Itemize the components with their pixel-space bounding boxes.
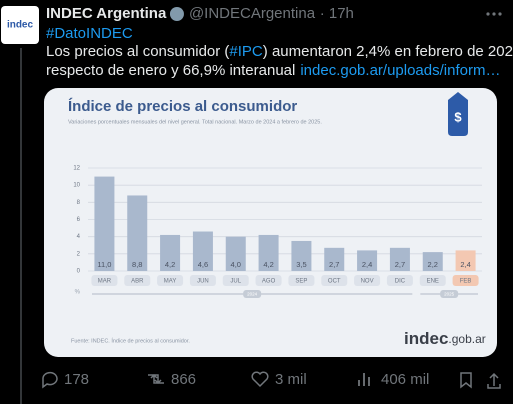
card[interactable] (44, 88, 497, 357)
bar (389, 247, 410, 271)
x-tick-label: FEB (460, 279, 472, 285)
bar (324, 247, 345, 271)
value-label: 4,0 (231, 260, 241, 269)
y-tick-label: 2 (77, 251, 81, 257)
verified-badge (169, 7, 184, 21)
bar (422, 252, 443, 271)
bar (192, 231, 213, 271)
avatar[interactable] (1, 6, 39, 44)
value-label: 2,7 (329, 260, 339, 269)
text: Los precios al consumidor ( (46, 43, 229, 60)
bar (127, 195, 148, 271)
year-label: 2024 (247, 292, 258, 297)
category-pill (124, 275, 151, 286)
y-tick-label: 8 (77, 200, 81, 206)
x-tick-label: MAR (98, 279, 112, 285)
timestamp[interactable]: · 17h (320, 5, 354, 22)
like-icon[interactable] (251, 371, 269, 388)
bar (455, 250, 476, 271)
bar (160, 234, 181, 271)
tweet-text: respecto de enero y 66,9% interanual inde… (46, 62, 500, 79)
text: respecto de enero y 66,9% interanual (46, 62, 295, 79)
category-pill (157, 275, 184, 286)
value-label: 8,8 (132, 260, 142, 269)
reply-icon[interactable] (42, 371, 58, 389)
x-tick-label: AGO (262, 279, 276, 285)
bar (357, 250, 378, 271)
x-tick-label: JUL (230, 279, 241, 285)
value-label: 3,5 (296, 260, 306, 269)
x-tick-label: DIC (395, 279, 406, 285)
value-label: 4,6 (198, 260, 208, 269)
category-pill (255, 275, 282, 286)
replies-count[interactable]: 178 (64, 371, 89, 388)
category-pill (222, 275, 249, 286)
hashtag[interactable]: #DatoINDEC (46, 25, 133, 42)
hashtag[interactable]: #IPC (229, 43, 263, 60)
year-pill (440, 290, 459, 298)
x-tick-label: MAY (164, 279, 177, 285)
link[interactable]: indec.gob.ar/uploads/inform… (300, 62, 500, 79)
more-icon[interactable] (486, 12, 502, 16)
y-tick-label: 10 (73, 183, 80, 189)
repost-icon[interactable] (148, 373, 164, 385)
author-name[interactable]: INDEC Argentina (46, 5, 167, 22)
text: ) aumentaron 2,4% en febrero de 2025 (263, 43, 513, 60)
y-tick-label: 0 (77, 269, 81, 275)
x-tick-label: OCT (328, 279, 341, 285)
logo-rest: .gob.ar (448, 332, 485, 346)
views-icon[interactable] (358, 373, 370, 386)
x-tick-label: ENE (427, 279, 439, 285)
chart-title: Índice de precios al consumidor (68, 98, 297, 115)
y-tick-label: 6 (77, 217, 81, 223)
share-icon[interactable] (487, 372, 501, 389)
y-tick-label: 12 (73, 166, 80, 172)
value-label: 4,2 (263, 260, 273, 269)
category-pill (386, 275, 413, 286)
category-pill (189, 275, 216, 286)
value-label: 2,2 (428, 260, 438, 269)
icon-glyph: $ (454, 109, 462, 124)
logo-bold: indec (404, 329, 448, 348)
year-label: 2025 (444, 292, 455, 297)
price-tag-icon (448, 92, 468, 136)
year-pill (243, 290, 262, 298)
bookmark-icon[interactable] (460, 372, 472, 389)
x-tick-label: JUN (197, 279, 209, 285)
value-label: 2,7 (395, 260, 405, 269)
category-pill (91, 275, 118, 286)
category-pill (419, 275, 446, 286)
value-label: 4,2 (165, 260, 175, 269)
handle[interactable]: @INDECArgentina (189, 5, 316, 22)
x-tick-label: NOV (361, 279, 374, 285)
avatar-text: indec (7, 20, 34, 31)
logo: indec.gob.ar (404, 329, 486, 348)
bar (225, 236, 246, 271)
source: Fuente: INDEC. Índice de precios al cons… (71, 337, 190, 344)
value-label: 2,4 (460, 260, 470, 269)
x-tick-label: ABR (131, 279, 144, 285)
category-pill (288, 275, 315, 286)
x-tick-label: SEP (295, 279, 307, 285)
category-pill (321, 275, 348, 286)
views-count[interactable]: 406 mil (381, 371, 429, 388)
y-tick-label: 4 (77, 234, 81, 240)
category-pill (452, 275, 479, 286)
y-unit: % (75, 290, 81, 296)
value-label: 11,0 (97, 260, 111, 269)
value-label: 2,4 (362, 260, 372, 269)
bar (94, 176, 115, 271)
bar (258, 234, 279, 271)
category-pill (354, 275, 381, 286)
chart-subtitle: Variaciones porcentuales mensuales del n… (68, 119, 322, 125)
tweet-text: Los precios al consumidor (#IPC) aumenta… (46, 43, 513, 60)
likes-count[interactable]: 3 mil (275, 371, 307, 388)
reposts-count[interactable]: 866 (171, 371, 196, 388)
bar (291, 240, 312, 271)
